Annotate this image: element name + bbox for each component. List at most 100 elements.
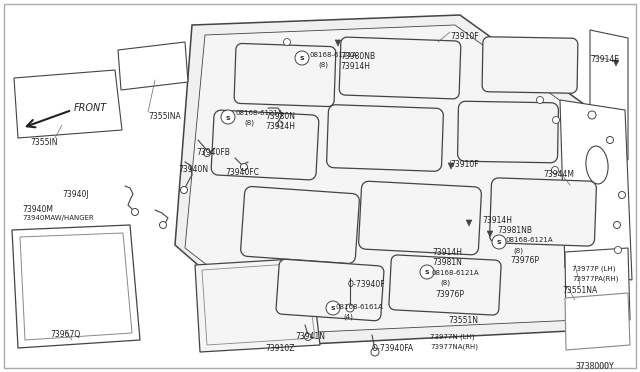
Circle shape xyxy=(607,137,614,144)
Circle shape xyxy=(204,150,211,157)
Polygon shape xyxy=(4,4,636,368)
Text: 3738000Y: 3738000Y xyxy=(575,362,614,371)
Circle shape xyxy=(159,221,166,228)
Polygon shape xyxy=(175,15,620,345)
Text: 73981N: 73981N xyxy=(432,258,462,267)
Text: 73914E: 73914E xyxy=(590,55,619,64)
Text: (8): (8) xyxy=(244,120,254,126)
Text: 73941N: 73941N xyxy=(295,332,325,341)
Polygon shape xyxy=(358,181,481,255)
Text: S: S xyxy=(497,241,501,246)
Polygon shape xyxy=(487,231,493,237)
Text: 73981NB: 73981NB xyxy=(497,226,532,235)
Polygon shape xyxy=(12,225,140,348)
Circle shape xyxy=(305,334,312,340)
Text: 73910F: 73910F xyxy=(450,32,479,41)
Polygon shape xyxy=(482,37,578,93)
Text: 73914H: 73914H xyxy=(482,216,512,225)
Text: 7355IN: 7355IN xyxy=(30,138,58,147)
Polygon shape xyxy=(389,255,501,315)
Circle shape xyxy=(552,167,559,173)
Polygon shape xyxy=(613,60,619,66)
Polygon shape xyxy=(326,105,444,171)
Circle shape xyxy=(221,110,235,124)
Polygon shape xyxy=(20,233,132,340)
Polygon shape xyxy=(118,42,188,90)
Polygon shape xyxy=(202,263,315,345)
Circle shape xyxy=(284,38,291,45)
Text: 08168-6161A: 08168-6161A xyxy=(335,304,383,310)
Polygon shape xyxy=(458,101,558,163)
Polygon shape xyxy=(234,44,336,106)
Circle shape xyxy=(371,348,379,356)
Polygon shape xyxy=(560,100,632,280)
Text: 73940FC: 73940FC xyxy=(225,168,259,177)
Text: S: S xyxy=(425,270,429,276)
Text: 3738000Y: 3738000Y xyxy=(575,362,614,371)
Circle shape xyxy=(241,164,248,170)
Text: 73977N (LH): 73977N (LH) xyxy=(430,333,475,340)
Text: O-73940F: O-73940F xyxy=(348,280,386,289)
Circle shape xyxy=(614,221,621,228)
Text: 73976P: 73976P xyxy=(510,256,539,265)
Text: 73980NB: 73980NB xyxy=(340,52,375,61)
Polygon shape xyxy=(185,25,608,333)
Text: S: S xyxy=(300,57,304,61)
Polygon shape xyxy=(466,220,472,226)
Text: 73910Z: 73910Z xyxy=(265,344,294,353)
Text: 73980N: 73980N xyxy=(265,112,295,121)
Circle shape xyxy=(536,96,543,103)
Text: 73940J: 73940J xyxy=(62,190,88,199)
Circle shape xyxy=(346,304,354,312)
Text: 08168-6121A: 08168-6121A xyxy=(236,110,284,116)
Polygon shape xyxy=(448,163,454,169)
Text: 08168-6121A: 08168-6121A xyxy=(505,237,552,243)
Circle shape xyxy=(295,51,309,65)
Text: 08168-6121A: 08168-6121A xyxy=(432,270,479,276)
Text: O-73940FA: O-73940FA xyxy=(372,344,414,353)
Polygon shape xyxy=(565,293,630,350)
Text: 73914H: 73914H xyxy=(340,62,370,71)
Polygon shape xyxy=(14,70,122,138)
Text: 73914H: 73914H xyxy=(265,122,295,131)
Polygon shape xyxy=(490,178,596,246)
Text: 73977PA(RH): 73977PA(RH) xyxy=(572,275,618,282)
Text: 73967Q: 73967Q xyxy=(50,330,80,339)
Text: (8): (8) xyxy=(513,247,523,253)
Text: 73910F: 73910F xyxy=(450,160,479,169)
Text: 7355INA: 7355INA xyxy=(148,112,180,121)
Text: S: S xyxy=(226,115,230,121)
Circle shape xyxy=(618,192,625,199)
Ellipse shape xyxy=(586,146,608,184)
Text: 73940MAW/HANGER: 73940MAW/HANGER xyxy=(22,215,93,221)
Polygon shape xyxy=(335,40,341,46)
Circle shape xyxy=(277,121,283,127)
Text: 73940N: 73940N xyxy=(178,165,208,174)
Text: 73976P: 73976P xyxy=(435,290,464,299)
Circle shape xyxy=(614,247,621,253)
Text: S: S xyxy=(331,307,335,311)
Text: 73551NA: 73551NA xyxy=(562,286,597,295)
Text: 73940M: 73940M xyxy=(22,205,53,214)
Text: 73944M: 73944M xyxy=(543,170,574,179)
Circle shape xyxy=(326,301,340,315)
Text: (4): (4) xyxy=(343,314,353,321)
Text: 73977NA(RH): 73977NA(RH) xyxy=(430,343,478,350)
Text: 73914H: 73914H xyxy=(432,248,462,257)
Circle shape xyxy=(552,116,559,124)
Text: FRONT: FRONT xyxy=(74,103,108,113)
Circle shape xyxy=(131,208,138,215)
Text: 73977P (LH): 73977P (LH) xyxy=(572,265,616,272)
Circle shape xyxy=(492,235,506,249)
Text: 08168-6121A: 08168-6121A xyxy=(310,52,358,58)
Polygon shape xyxy=(339,37,461,99)
Polygon shape xyxy=(276,259,384,321)
Text: (8): (8) xyxy=(440,280,450,286)
Polygon shape xyxy=(195,258,320,352)
Text: 73940FB: 73940FB xyxy=(196,148,230,157)
Polygon shape xyxy=(241,187,359,263)
Text: (8): (8) xyxy=(318,61,328,67)
Polygon shape xyxy=(565,248,630,324)
Circle shape xyxy=(180,186,188,193)
Polygon shape xyxy=(211,110,319,180)
